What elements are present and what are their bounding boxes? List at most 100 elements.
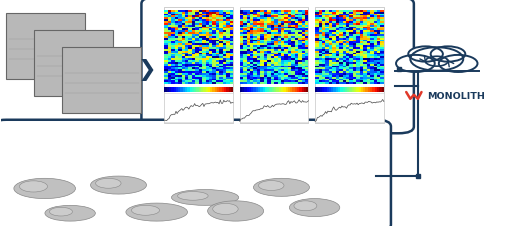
- Bar: [223, 26, 226, 27]
- Bar: [370, 26, 373, 27]
- Bar: [206, 40, 209, 42]
- Bar: [350, 26, 353, 27]
- Bar: [353, 44, 356, 46]
- Bar: [240, 33, 243, 35]
- Bar: [247, 35, 250, 37]
- Bar: [185, 29, 188, 31]
- Bar: [188, 74, 192, 76]
- Bar: [367, 55, 370, 57]
- Bar: [343, 39, 346, 40]
- Bar: [243, 83, 247, 85]
- Bar: [247, 52, 250, 53]
- Bar: [339, 57, 343, 59]
- Bar: [322, 15, 326, 16]
- Bar: [164, 49, 168, 52]
- Bar: [192, 48, 195, 49]
- Bar: [199, 15, 202, 16]
- Bar: [315, 53, 318, 55]
- Bar: [171, 66, 175, 68]
- Bar: [260, 76, 264, 77]
- Bar: [166, 87, 169, 92]
- Bar: [278, 66, 281, 68]
- Bar: [370, 18, 373, 20]
- Bar: [192, 42, 195, 44]
- Bar: [329, 49, 332, 52]
- Bar: [271, 66, 274, 68]
- Bar: [188, 64, 192, 66]
- Bar: [315, 26, 318, 27]
- Bar: [216, 24, 219, 26]
- Bar: [350, 66, 353, 68]
- Bar: [185, 15, 188, 16]
- Ellipse shape: [172, 190, 239, 205]
- Bar: [195, 18, 199, 20]
- Bar: [182, 26, 185, 27]
- Bar: [356, 53, 360, 55]
- Bar: [230, 39, 233, 40]
- Bar: [219, 66, 223, 68]
- Bar: [326, 53, 329, 55]
- Bar: [206, 27, 209, 29]
- Bar: [380, 76, 384, 77]
- Bar: [339, 81, 343, 83]
- Bar: [295, 29, 298, 31]
- Bar: [171, 61, 175, 63]
- Bar: [353, 57, 356, 59]
- Bar: [367, 74, 370, 76]
- Bar: [195, 79, 199, 81]
- Bar: [350, 11, 353, 12]
- Bar: [370, 33, 373, 35]
- Bar: [253, 39, 257, 40]
- Bar: [356, 35, 360, 37]
- Bar: [168, 31, 171, 33]
- Bar: [350, 22, 353, 24]
- Bar: [206, 59, 209, 61]
- Bar: [253, 35, 257, 37]
- Bar: [223, 76, 226, 77]
- Bar: [360, 40, 363, 42]
- Bar: [192, 22, 195, 24]
- Bar: [168, 39, 171, 40]
- Bar: [278, 48, 281, 49]
- Bar: [192, 79, 195, 81]
- Bar: [271, 42, 274, 44]
- Bar: [267, 76, 271, 77]
- Bar: [247, 24, 250, 26]
- Bar: [363, 39, 367, 40]
- Bar: [219, 39, 223, 40]
- Bar: [332, 37, 336, 39]
- Bar: [185, 26, 188, 27]
- Bar: [243, 81, 247, 83]
- Bar: [199, 63, 202, 64]
- Bar: [332, 22, 336, 24]
- Bar: [339, 48, 343, 49]
- Bar: [360, 26, 363, 27]
- Bar: [298, 40, 302, 42]
- Bar: [188, 57, 192, 59]
- Bar: [210, 87, 212, 92]
- Bar: [281, 59, 284, 61]
- Bar: [363, 35, 367, 37]
- Bar: [247, 72, 250, 74]
- Bar: [305, 15, 308, 16]
- Bar: [271, 44, 274, 46]
- Bar: [274, 22, 278, 24]
- Bar: [247, 22, 250, 24]
- Bar: [271, 39, 274, 40]
- Bar: [199, 33, 202, 35]
- Bar: [353, 83, 356, 85]
- Bar: [305, 61, 308, 63]
- Bar: [305, 74, 308, 76]
- Bar: [267, 12, 271, 15]
- Bar: [377, 77, 380, 79]
- Bar: [305, 26, 308, 27]
- Bar: [230, 83, 233, 85]
- Bar: [164, 59, 168, 61]
- Bar: [326, 44, 329, 46]
- Bar: [343, 59, 346, 61]
- Bar: [164, 81, 168, 83]
- Bar: [363, 81, 367, 83]
- Bar: [192, 40, 195, 42]
- Bar: [164, 37, 168, 39]
- Bar: [315, 24, 318, 26]
